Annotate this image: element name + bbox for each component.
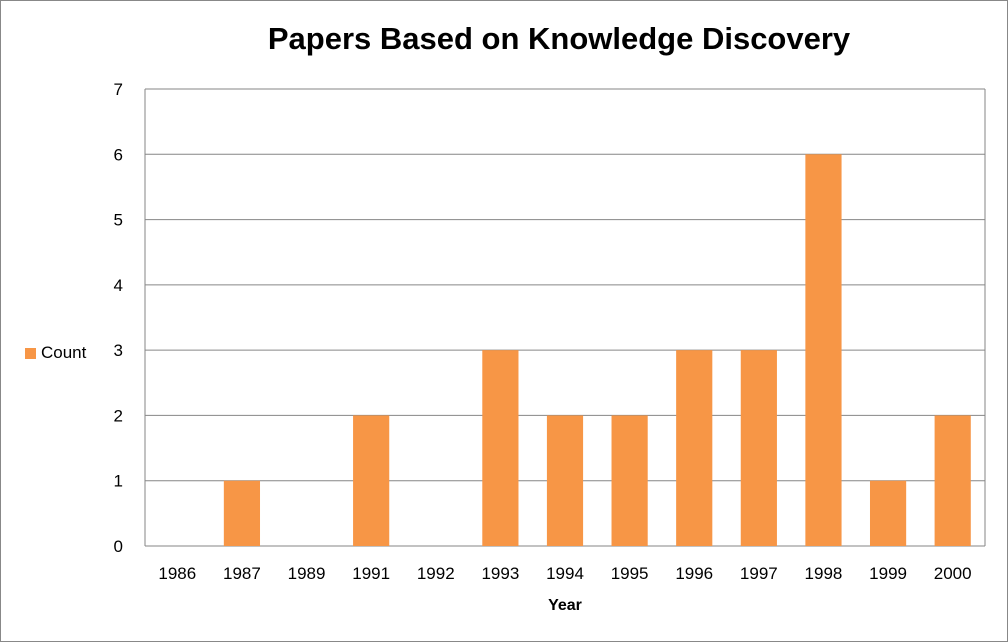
x-tick-label: 1998	[805, 564, 843, 583]
x-tick-label: 2000	[934, 564, 972, 583]
legend-swatch	[25, 347, 36, 359]
x-tick-label: 1991	[352, 564, 390, 583]
x-tick-label: 1995	[611, 564, 649, 583]
bars	[223, 154, 971, 547]
x-tick-label: 1996	[675, 564, 713, 583]
y-tick-labels: 0 1 2 3 4 5 6 7	[114, 80, 123, 556]
x-tick-label: 1986	[158, 564, 196, 583]
y-tick-label: 4	[114, 276, 123, 295]
y-tick-label: 6	[114, 145, 123, 164]
x-tick-label: 1992	[417, 564, 455, 583]
bar-1991	[353, 415, 390, 546]
bar-1998	[805, 154, 842, 547]
x-axis-title: Year	[548, 597, 582, 614]
y-tick-label: 5	[114, 211, 123, 230]
y-tick-label: 3	[114, 341, 123, 360]
legend: Count	[25, 343, 86, 363]
y-tick-label: 2	[114, 406, 123, 425]
x-tick-labels: 1986 1987 1989 1991 1992 1993 1994 1995 1996 1997…	[158, 564, 971, 583]
bar-1987	[223, 480, 261, 546]
x-tick-label: 1987	[223, 564, 261, 583]
bar-1999	[869, 480, 907, 546]
bar-1994	[546, 415, 584, 546]
y-tick-label: 0	[114, 537, 123, 556]
bar-1997	[740, 350, 777, 546]
x-tick-label: 1997	[740, 564, 778, 583]
x-tick-label: 1999	[869, 564, 907, 583]
y-tick-label: 7	[114, 80, 123, 99]
x-tick-label: 1993	[481, 564, 519, 583]
chart-title: Papers Based on Knowledge Discovery	[267, 21, 851, 56]
x-tick-label: 1989	[288, 564, 326, 583]
bar-1995	[611, 415, 648, 546]
legend-label: Count	[41, 343, 87, 362]
bar-2000	[934, 415, 971, 546]
y-tick-label: 1	[114, 472, 123, 491]
x-tick-label: 1994	[546, 564, 584, 583]
bar-1993	[482, 350, 519, 546]
bar-1996	[676, 350, 713, 546]
